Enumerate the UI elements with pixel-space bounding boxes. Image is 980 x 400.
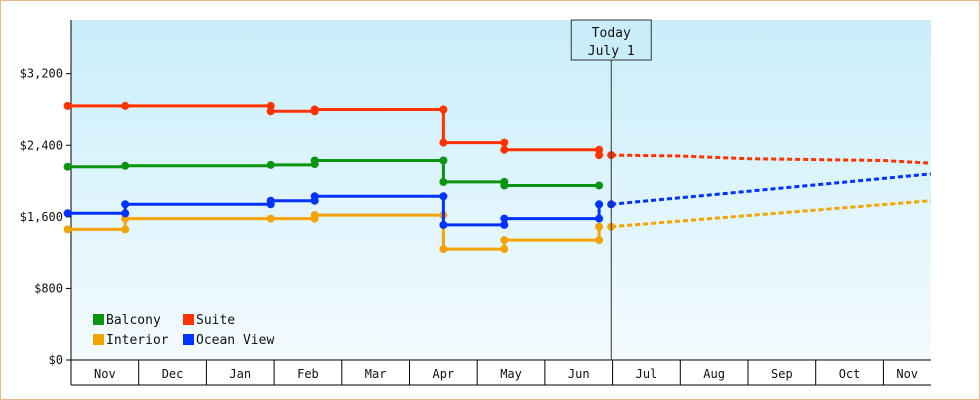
data-point[interactable] <box>121 209 130 218</box>
data-point[interactable] <box>63 162 72 171</box>
legend-swatch <box>93 334 104 345</box>
series-ocean-view <box>63 172 931 229</box>
data-point[interactable] <box>439 220 448 229</box>
legend-label: Interior <box>106 333 169 348</box>
data-point[interactable] <box>595 151 604 160</box>
today-label: Today <box>592 26 631 41</box>
y-tick-label: $3,200 <box>20 67 63 81</box>
data-point[interactable] <box>121 101 130 110</box>
x-tick-label: Jun <box>568 367 590 381</box>
forecast-line <box>611 172 931 206</box>
data-point[interactable] <box>266 196 275 205</box>
data-point[interactable] <box>266 214 275 223</box>
data-point[interactable] <box>310 105 319 114</box>
data-point[interactable] <box>310 192 319 201</box>
forecast-line <box>611 153 931 165</box>
x-tick-label: Dec <box>162 367 184 381</box>
data-point[interactable] <box>121 200 130 209</box>
data-point[interactable] <box>500 236 509 245</box>
series-suite <box>63 101 931 165</box>
x-tick-label: Oct <box>839 367 861 381</box>
x-tick-label: Apr <box>433 367 455 381</box>
data-point[interactable] <box>439 177 448 186</box>
plot-area <box>71 20 931 360</box>
x-tick-label: May <box>500 367 522 381</box>
forecast-line <box>611 199 931 229</box>
data-point[interactable] <box>266 160 275 169</box>
data-point[interactable] <box>439 156 448 165</box>
data-point[interactable] <box>63 225 72 234</box>
data-point[interactable] <box>500 138 509 147</box>
data-point[interactable] <box>595 222 604 231</box>
y-tick-label: $800 <box>34 281 63 295</box>
data-point[interactable] <box>439 105 448 114</box>
legend-swatch <box>183 314 194 325</box>
legend-swatch <box>93 314 104 325</box>
legend-swatch <box>183 334 194 345</box>
legend-item-balcony[interactable]: Balcony <box>93 313 161 328</box>
x-tick-label: Feb <box>297 367 319 381</box>
data-point[interactable] <box>439 138 448 147</box>
data-point[interactable] <box>310 211 319 220</box>
today-date-label: July 1 <box>588 44 635 59</box>
data-point[interactable] <box>121 161 130 170</box>
legend-label: Suite <box>196 313 235 328</box>
data-point[interactable] <box>595 214 604 223</box>
data-point[interactable] <box>266 107 275 116</box>
series-interior <box>63 199 931 254</box>
data-point[interactable] <box>595 236 604 245</box>
data-point[interactable] <box>500 214 509 223</box>
y-tick-label: $0 <box>49 353 63 367</box>
data-point[interactable] <box>500 245 509 254</box>
data-point[interactable] <box>439 192 448 201</box>
x-tick-label: Jul <box>636 367 658 381</box>
today-label-box <box>570 19 652 61</box>
data-point[interactable] <box>595 200 604 209</box>
legend-label: Balcony <box>106 313 161 328</box>
legend-item-interior[interactable]: Interior <box>93 333 169 348</box>
series-layer <box>63 101 931 254</box>
data-point[interactable] <box>500 181 509 190</box>
y-tick-label: $1,600 <box>20 210 63 224</box>
data-point[interactable] <box>439 245 448 254</box>
legend-label: Ocean View <box>196 333 274 348</box>
x-tick-label: Nov <box>94 367 116 381</box>
data-point[interactable] <box>310 156 319 165</box>
data-point[interactable] <box>63 209 72 218</box>
y-axis: $0 $800 $1,600 $2,400 $3,200 <box>20 20 72 367</box>
series-balcony <box>63 156 604 190</box>
x-tick-label: Sep <box>771 367 793 381</box>
legend-item-suite[interactable]: Suite <box>183 313 235 328</box>
data-point[interactable] <box>121 225 130 234</box>
data-point[interactable] <box>500 220 509 229</box>
x-tick-label: Mar <box>365 367 387 381</box>
x-tick-label: Nov <box>896 367 918 381</box>
legend-item-ocean-view[interactable]: Ocean View <box>183 333 274 348</box>
x-tick-label: Jan <box>229 367 251 381</box>
y-tick-label: $2,400 <box>20 138 63 152</box>
data-point[interactable] <box>63 101 72 110</box>
x-axis: Nov Dec Jan Feb Mar Apr May Jun Jul Aug Sep Oct Nov <box>70 359 931 386</box>
today-marker: Today July 1 <box>570 19 652 360</box>
data-point[interactable] <box>500 145 509 154</box>
legend: Balcony Suite Interior Ocean View <box>93 313 274 348</box>
data-point[interactable] <box>595 181 604 190</box>
x-tick-label: Aug <box>703 367 725 381</box>
series-line <box>67 104 601 156</box>
